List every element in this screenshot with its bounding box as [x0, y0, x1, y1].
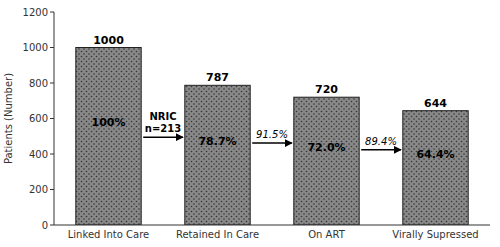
bar	[294, 97, 359, 225]
annotation: NRICn=213	[145, 111, 181, 134]
y-tick-label: 600	[29, 113, 48, 124]
data-label: 1000	[93, 34, 124, 47]
annotation-line: 89.4%	[365, 136, 397, 147]
chart: 0 200 400 600 800 1000 1200 Patients (Number) Li…	[0, 0, 500, 247]
annotation-line: 91.5%	[256, 129, 288, 140]
arrow	[252, 142, 292, 144]
data-label: 720	[315, 83, 338, 96]
percentage-label: 64.4%	[416, 148, 454, 161]
y-tick	[50, 118, 54, 119]
annotation: 91.5%	[256, 129, 288, 140]
chart-container: 0 200 400 600 800 1000 1200 Patients (Number) Li…	[0, 0, 500, 247]
annotation-line: n=213	[145, 123, 181, 134]
y-tick	[50, 154, 54, 155]
percentage-label: 72.0%	[307, 141, 345, 154]
x-axis	[54, 225, 490, 226]
y-tick-label: 800	[29, 78, 48, 89]
percentage-label: 78.7%	[198, 135, 236, 148]
annotation: 89.4%	[365, 136, 397, 147]
bars	[76, 48, 468, 226]
y-tick-label: 1200	[23, 7, 48, 18]
bar	[185, 85, 250, 225]
arrow	[361, 149, 401, 151]
x-tick-label: Retained In Care	[176, 229, 259, 240]
y-tick	[50, 47, 54, 48]
x-tick-label: Virally Supressed	[392, 229, 478, 240]
bar	[403, 111, 468, 225]
data-label: 644	[424, 97, 447, 110]
y-tick	[50, 225, 54, 226]
y-tick	[50, 83, 54, 84]
y-tick-label: 400	[29, 149, 48, 160]
y-axis-label: Patients (Number)	[3, 73, 14, 164]
y-tick	[50, 12, 54, 13]
data-label: 787	[206, 71, 229, 84]
y-tick-label: 200	[29, 184, 48, 195]
y-tick	[50, 189, 54, 190]
x-tick-label: Linked Into Care	[68, 229, 149, 240]
percentage-label: 100%	[92, 116, 126, 129]
annotation-line: NRIC	[149, 111, 176, 122]
arrow	[143, 136, 183, 138]
bar	[76, 48, 141, 226]
x-tick-label: On ART	[308, 229, 345, 240]
y-tick-label: 0	[42, 220, 48, 231]
y-tick-label: 1000	[23, 42, 48, 53]
